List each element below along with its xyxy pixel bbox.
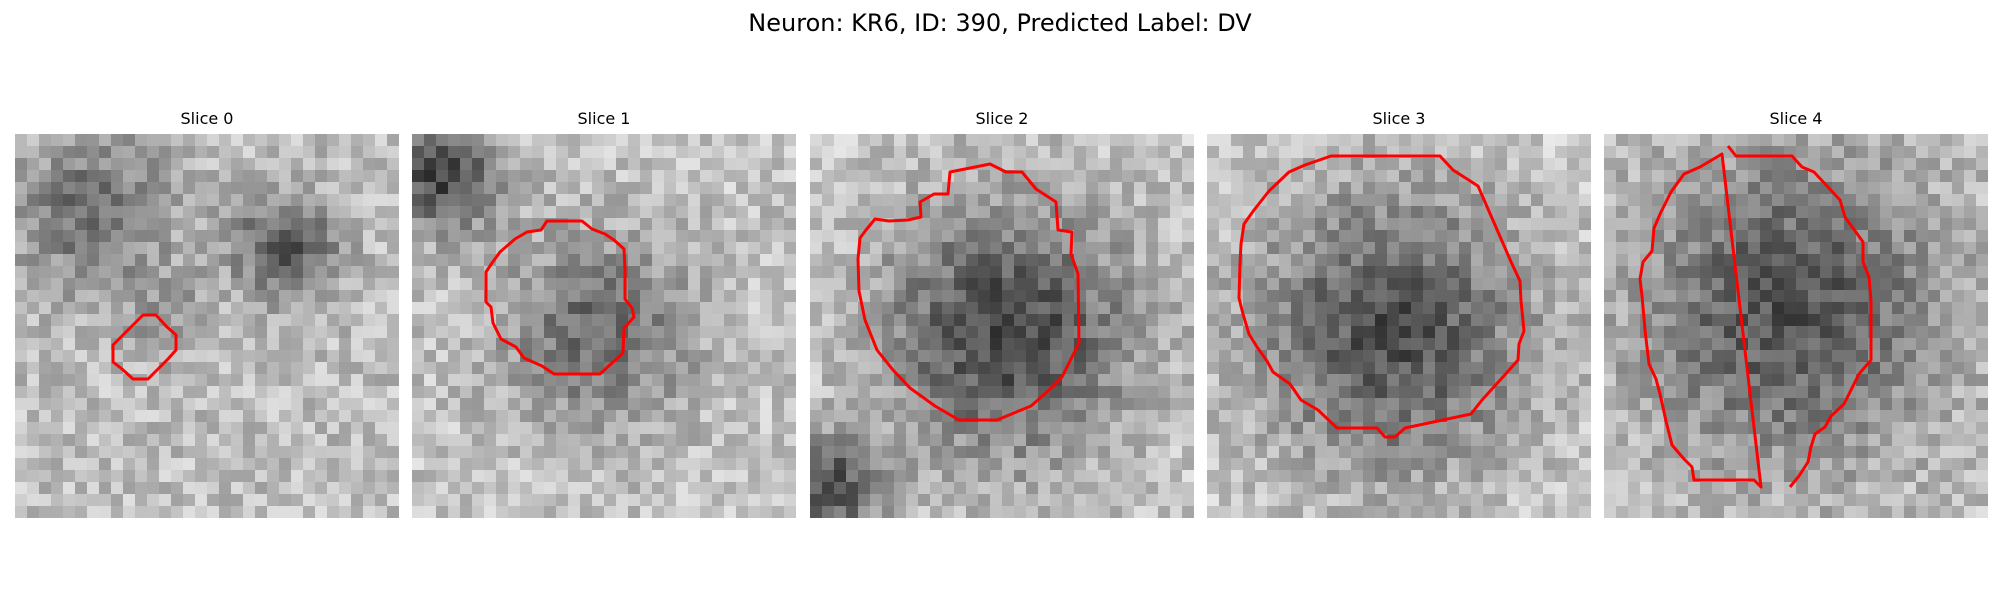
grayscale-pixels: [412, 134, 796, 518]
slice-title: Slice 3: [1372, 109, 1426, 128]
slice-title: Slice 2: [975, 109, 1029, 128]
slice-image: [810, 134, 1194, 518]
grayscale-pixels: [15, 134, 399, 518]
grayscale-pixels: [1207, 134, 1591, 518]
figure-title: Neuron: KR6, ID: 390, Predicted Label: D…: [748, 9, 1252, 37]
cell-contour: [111, 313, 178, 381]
cell-contour: [856, 162, 1081, 422]
slice-image: [1207, 134, 1591, 518]
slice-panel-0: Slice 0: [15, 108, 399, 518]
slice-panel-2: Slice 2: [810, 108, 1194, 518]
slice-title: Slice 0: [180, 109, 234, 128]
slice-panel-1: Slice 1: [412, 108, 796, 518]
slice-panel-3: Slice 3: [1207, 108, 1591, 518]
cell-contour: [484, 219, 636, 376]
slice-image: [1604, 134, 1988, 518]
cell-contour: [1237, 154, 1526, 439]
grayscale-pixels: [810, 134, 1194, 518]
slice-panel-4: Slice 4: [1604, 108, 1988, 518]
slice-image: [15, 134, 399, 518]
slice-title: Slice 4: [1769, 109, 1823, 128]
slice-title: Slice 1: [577, 109, 631, 128]
cell-contour: [1638, 145, 1873, 489]
slice-image: [412, 134, 796, 518]
grayscale-pixels: [1604, 134, 1988, 518]
